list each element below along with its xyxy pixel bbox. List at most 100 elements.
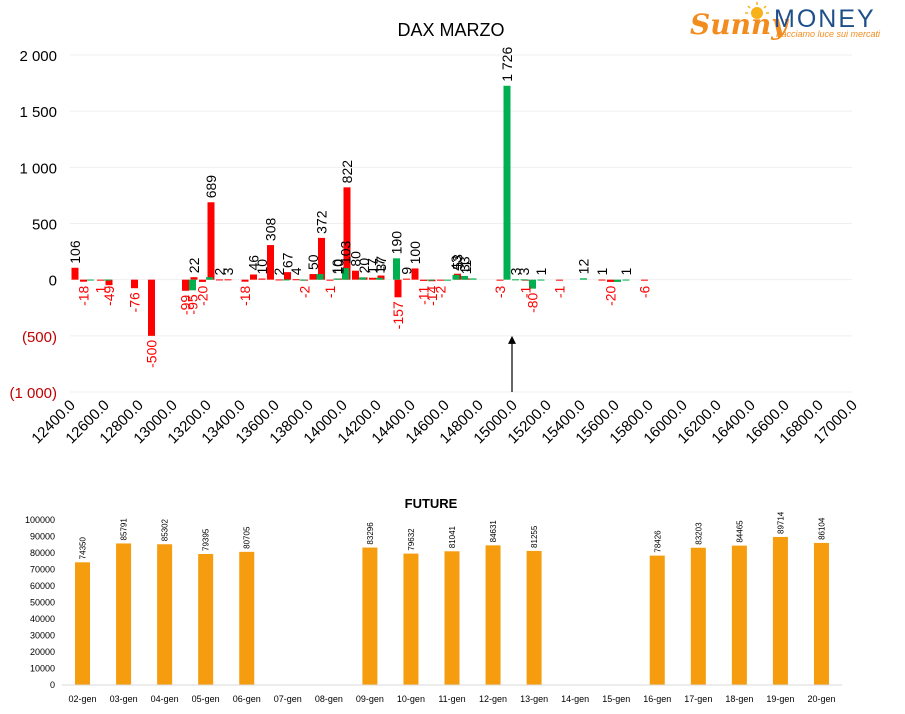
future-bar — [731, 545, 747, 685]
dax-bar — [80, 279, 87, 282]
dax-bar — [316, 274, 324, 280]
future-data-label: 85302 — [161, 518, 170, 541]
future-data-label: 86104 — [817, 517, 826, 540]
future-y-tick-label: 100000 — [25, 515, 55, 525]
dax-data-label: 33 — [457, 256, 473, 272]
future-bar — [75, 562, 91, 685]
future-y-tick-label: 0 — [50, 680, 55, 690]
sun-icon — [745, 2, 769, 19]
dax-data-label: -1 — [322, 285, 338, 298]
dax-chart: DAX MARZO 2 000 1 500 1 000 500 0 (500) (1 000… — [9, 20, 860, 447]
future-y-tick-label: 50000 — [30, 598, 55, 608]
dax-bar — [224, 279, 232, 281]
dax-bar — [537, 279, 545, 281]
dax-annotations — [508, 335, 516, 392]
future-data-label: 89714 — [776, 511, 785, 534]
future-data-label: 84465 — [735, 520, 744, 543]
dax-bar — [309, 274, 317, 280]
brand-logo: Sunny MONEY Facciamo luce sui mercati — [690, 2, 881, 41]
dax-bar — [207, 202, 215, 280]
dax-bar — [469, 278, 477, 280]
dax-bar — [622, 279, 630, 281]
dax-bar — [318, 237, 325, 280]
dax-y-tick-label: 500 — [32, 217, 57, 234]
future-bar — [526, 550, 542, 685]
dax-bar — [607, 279, 614, 282]
dax-data-label: -14 — [424, 285, 440, 305]
dax-bar — [427, 279, 434, 281]
dax-y-tick-label: (1 000) — [9, 385, 57, 402]
future-data-label: 80705 — [243, 526, 252, 549]
future-x-tick-label: 10-gen — [397, 694, 425, 704]
dax-data-label: 67 — [280, 252, 296, 268]
dax-data-label: -20 — [195, 285, 211, 305]
future-x-tick-label: 09-gen — [356, 694, 384, 704]
dax-data-labels: 106-18 1-49 -76-500-9922-2068923-184610308… — [67, 47, 653, 368]
dax-grid — [70, 54, 852, 393]
dax-bar — [496, 279, 504, 281]
dax-bar — [148, 279, 155, 336]
dax-data-label: 12 — [576, 259, 592, 275]
dax-data-label: -1 — [518, 285, 534, 298]
dax-bar — [342, 268, 349, 280]
future-data-label: 85791 — [120, 518, 129, 541]
future-data-label: 78426 — [653, 530, 662, 553]
future-x-tick-label: 04-gen — [151, 694, 179, 704]
dax-chart-title: DAX MARZO — [397, 20, 504, 40]
dax-y-tick-label: 1 000 — [19, 160, 57, 177]
future-x-tick-label: 06-gen — [233, 694, 261, 704]
dax-data-label: 100 — [407, 241, 423, 265]
dax-data-label: 3 — [516, 267, 532, 275]
dax-data-label: -11 — [416, 285, 432, 304]
dax-bars — [71, 85, 648, 336]
dax-bar — [190, 277, 198, 280]
future-x-tick-label: 15-gen — [602, 694, 630, 704]
future-data-label: 83203 — [694, 522, 703, 545]
dax-bar — [284, 272, 291, 280]
dax-bar — [97, 279, 104, 281]
dax-bar — [326, 279, 334, 281]
dax-bar — [503, 85, 511, 280]
future-y-tick-label: 80000 — [30, 548, 55, 558]
future-bar — [690, 547, 706, 685]
dax-bar — [394, 279, 402, 298]
dax-bar — [641, 279, 648, 281]
future-bar — [403, 553, 419, 685]
future-x-tick-label: 11-gen — [438, 694, 465, 704]
dax-data-label: -2 — [433, 285, 449, 298]
dax-data-label: -49 — [101, 285, 117, 305]
dax-data-label: 3 — [508, 267, 524, 275]
logo-tagline: Facciamo luce sui mercati — [776, 29, 881, 39]
dax-data-label: 50 — [305, 254, 321, 270]
dax-data-label: -20 — [603, 285, 619, 305]
dax-y-tick-label: 0 — [49, 273, 57, 290]
dax-data-label: -76 — [127, 292, 143, 312]
dax-data-label: 10 — [329, 259, 345, 275]
dax-bar — [333, 278, 341, 280]
dax-data-label: 1 — [618, 268, 634, 276]
future-y-axis: 0 10000 20000 30000 40000 50000 60000 70000 8000… — [25, 515, 55, 690]
dax-data-label: 1 — [93, 285, 109, 293]
dax-bar — [105, 279, 113, 286]
future-data-labels: 74350 85791 85302 79395 80705 83296 79632 81041… — [79, 511, 827, 559]
future-bar — [362, 547, 378, 685]
dax-bar — [598, 279, 606, 281]
dax-bar — [444, 279, 451, 281]
dax-data-label: 10 — [254, 259, 270, 275]
dax-data-label: 689 — [203, 175, 219, 199]
future-y-tick-label: 90000 — [30, 532, 55, 542]
future-x-axis: 02-gen 03-gen 04-gen 05-gen 06-gen 07-gen 08-g… — [62, 684, 842, 704]
dax-bar — [437, 279, 444, 281]
dax-bar — [614, 279, 621, 282]
future-bar — [239, 551, 255, 685]
future-x-tick-label: 20-gen — [807, 694, 835, 704]
dax-data-label: 308 — [263, 217, 279, 241]
future-x-tick-label: 08-gen — [315, 694, 343, 704]
dax-bar — [556, 279, 563, 281]
dax-bar — [461, 275, 468, 280]
dax-bar — [87, 279, 94, 281]
dax-bar — [352, 270, 359, 280]
dax-bar — [520, 279, 528, 281]
dax-data-label: -99 — [178, 295, 194, 315]
